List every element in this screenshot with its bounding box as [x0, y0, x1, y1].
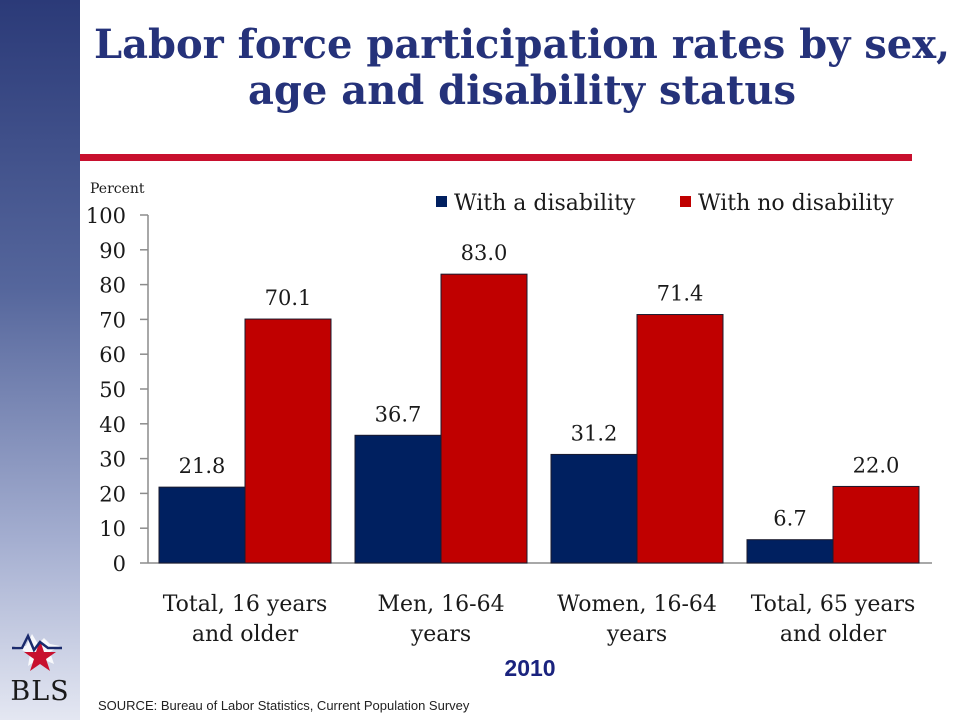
legend: With a disability With no disability: [436, 191, 894, 216]
y-tick-label: 90: [99, 239, 126, 263]
bar: [158, 486, 246, 564]
bar: [440, 273, 528, 564]
bar: [244, 318, 332, 564]
data-label: 22.0: [853, 453, 900, 477]
y-tick-label: 10: [99, 517, 126, 541]
data-label: 21.8: [179, 454, 226, 478]
bar: [832, 485, 920, 564]
x-tick-label: Men, 16-64: [377, 592, 504, 617]
data-label: 6.7: [773, 507, 806, 531]
bar: [354, 434, 442, 564]
bar: [636, 314, 724, 564]
y-tick-label: 70: [99, 308, 126, 332]
title-divider: [80, 154, 912, 161]
y-tick-label: 60: [99, 343, 126, 367]
data-label: 31.2: [571, 421, 618, 445]
x-tick-label: Women, 16-64: [557, 592, 717, 617]
source-note: SOURCE: Bureau of Labor Statistics, Curr…: [98, 698, 470, 713]
data-label: 70.1: [265, 286, 312, 310]
x-tick-label: Total, 16 years: [163, 592, 328, 617]
x-tick-label: years: [606, 622, 667, 647]
x-tick-label: and older: [780, 622, 887, 647]
x-tick-label: Total, 65 years: [751, 592, 916, 617]
legend-swatch: [680, 196, 691, 207]
legend-label: With no disability: [698, 191, 894, 216]
bar: [746, 539, 834, 564]
y-axis-label: Percent: [90, 181, 145, 197]
slide-title: Labor force participation rates by sex, …: [93, 21, 951, 114]
bls-logo-text: BLS: [10, 676, 70, 707]
y-tick-label: 50: [99, 378, 126, 402]
data-label: 83.0: [461, 241, 508, 265]
y-tick-label: 30: [99, 448, 126, 472]
x-tick-label: years: [410, 622, 471, 647]
y-tick-label: 40: [99, 413, 126, 437]
legend-swatch: [436, 196, 447, 207]
y-tick-label: 20: [99, 482, 126, 506]
bar-layer: [158, 273, 920, 564]
sidebar-gradient: [0, 0, 80, 720]
legend-label: With a disability: [454, 191, 636, 216]
data-label: 71.4: [657, 282, 704, 306]
label-layer: 21.8 70.1 Total, 16 years and older 36.7 83.0…: [163, 241, 916, 647]
bls-star-icon: [12, 633, 62, 671]
y-tick-label: 100: [86, 204, 126, 228]
y-tick-label: 80: [99, 274, 126, 298]
y-tick-label: 0: [113, 552, 126, 576]
x-tick-label: and older: [192, 622, 299, 647]
data-label: 36.7: [375, 402, 422, 426]
year-label: 2010: [504, 655, 556, 681]
bar: [550, 453, 638, 564]
